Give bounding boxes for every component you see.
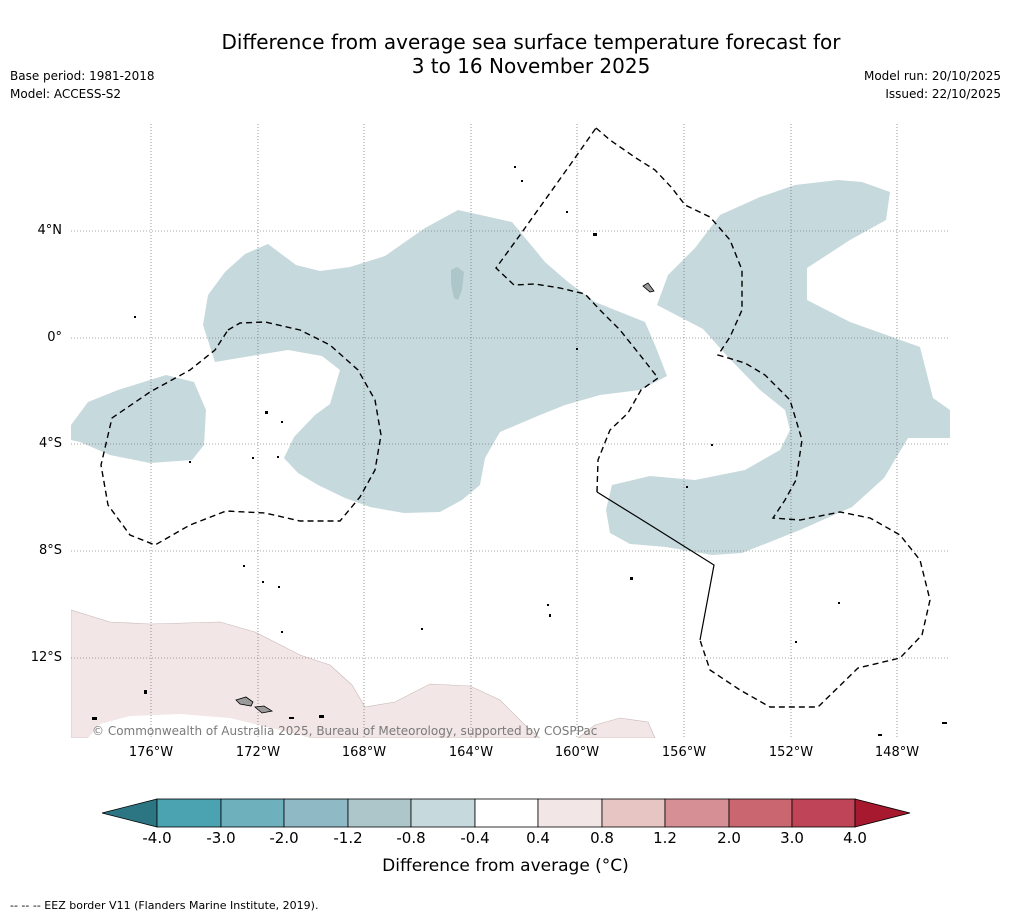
lon-label-156w: 156°W	[661, 745, 707, 760]
islands	[235, 282, 655, 714]
lat-label-4n: 4°N	[37, 223, 63, 238]
lon-label-168w: 168°W	[341, 745, 387, 760]
lon-label-176w: 176°W	[128, 745, 174, 760]
colorbar-tick: 1.2	[653, 829, 677, 847]
base-period: Base period: 1981-2018	[10, 69, 155, 83]
atolls	[92, 166, 947, 736]
cool-anomaly-region	[203, 210, 667, 513]
colorbar-segment	[220, 798, 285, 828]
colorbar-extend-low	[101, 798, 158, 828]
colorbar-tick: -3.0	[206, 829, 236, 847]
cool-anomaly-region	[606, 180, 950, 555]
eez-border-tokelau	[100, 321, 382, 546]
map-title: Difference from average sea surface temp…	[0, 30, 1011, 78]
lat-label-0: 0°	[47, 330, 62, 345]
colorbar-tick: 2.0	[717, 829, 741, 847]
colorbar-segment	[156, 798, 222, 828]
lon-label-164w: 164°W	[448, 745, 494, 760]
cool-anomaly-region	[71, 375, 206, 463]
colorbar-segment	[601, 798, 666, 828]
lon-label-160w: 160°W	[554, 745, 600, 760]
copyright-notice: © Commonwealth of Australia 2025, Bureau…	[92, 724, 598, 738]
samoa-island	[254, 705, 274, 714]
model-name: Model: ACCESS-S2	[10, 87, 122, 101]
colorbar-tick: 4.0	[843, 829, 867, 847]
title-line-2: 3 to 16 November 2025	[411, 54, 651, 78]
eez-border-kiribati-line	[495, 127, 660, 493]
colorbar-tick: 0.4	[526, 829, 550, 847]
colorbar-extend-high	[854, 798, 911, 828]
colorbar-tick: 0.8	[590, 829, 614, 847]
colorbar-segment	[664, 798, 730, 828]
issued-date: Issued: 22/10/2025	[885, 87, 1001, 101]
cool-core-region	[451, 267, 464, 300]
lat-label-12s: 12°S	[30, 650, 62, 665]
colorbar-segment	[410, 798, 476, 828]
colorbar	[101, 798, 911, 828]
title-line-1: Difference from average sea surface temp…	[221, 30, 841, 54]
lon-label-148w: 148°W	[874, 745, 920, 760]
sst-anomaly-map	[71, 124, 950, 738]
colorbar-tick: -4.0	[142, 829, 172, 847]
lon-label-172w: 172°W	[235, 745, 281, 760]
samoa-island	[235, 696, 254, 707]
colorbar-segment	[791, 798, 856, 828]
lat-label-8s: 8°S	[38, 543, 62, 558]
eez-border-solid	[596, 491, 715, 641]
colorbar-tick: 3.0	[780, 829, 804, 847]
colorbar-tick: -0.8	[396, 829, 426, 847]
eez-borders	[100, 127, 931, 708]
colorbar-tick: -0.4	[460, 829, 490, 847]
neutral-region	[88, 714, 310, 738]
colorbar-tick: -1.2	[333, 829, 363, 847]
colorbar-tick: -2.0	[269, 829, 299, 847]
model-run: Model run: 20/10/2025	[863, 69, 1001, 83]
colorbar-segment	[537, 798, 603, 828]
graticule	[71, 124, 950, 738]
colorbar-label: Difference from average (°C)	[382, 856, 629, 876]
lon-label-152w: 152°W	[768, 745, 814, 760]
colorbar-segment	[474, 798, 539, 828]
meta-left: Base period: 1981-2018 Model: ACCESS-S2	[10, 67, 155, 103]
colorbar-segment	[347, 798, 412, 828]
eez-legend-footer: -- -- -- EEZ border V11 (Flanders Marine…	[10, 899, 319, 912]
colorbar-segment	[728, 798, 793, 828]
warm-anomaly-region	[71, 609, 541, 738]
meta-right: Model run: 20/10/2025 Issued: 22/10/2025	[864, 67, 1001, 103]
kiritimati-island	[642, 282, 655, 293]
lat-label-4s: 4°S	[38, 436, 62, 451]
colorbar-segment	[283, 798, 349, 828]
warm-anomaly-region	[577, 717, 656, 738]
